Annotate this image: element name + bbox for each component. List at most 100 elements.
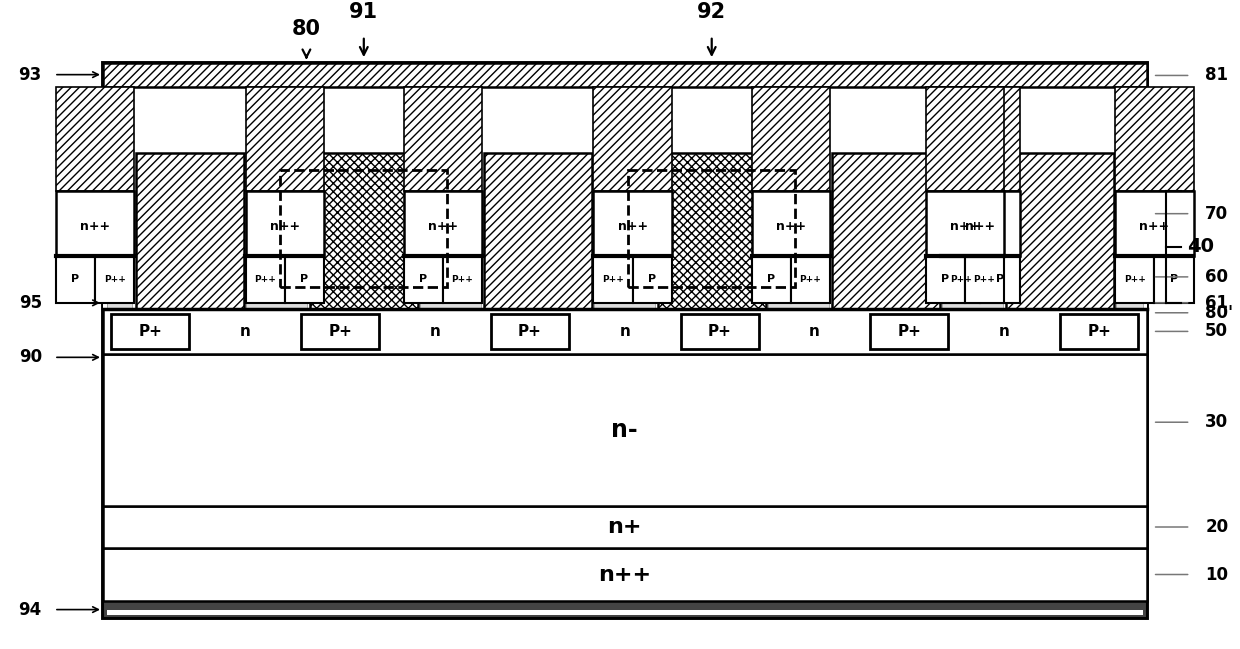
Bar bbox=[103, 548, 1147, 601]
Text: 20: 20 bbox=[1205, 518, 1229, 536]
Text: P+: P+ bbox=[708, 324, 732, 339]
Bar bbox=[751, 256, 791, 303]
Text: P++: P++ bbox=[1123, 275, 1146, 284]
Text: 80': 80' bbox=[1205, 304, 1234, 322]
Bar bbox=[107, 610, 1143, 615]
Bar bbox=[1060, 314, 1138, 349]
Bar bbox=[594, 87, 672, 191]
Bar bbox=[103, 601, 1147, 618]
Text: P+: P+ bbox=[898, 324, 921, 339]
Text: P++: P++ bbox=[254, 275, 277, 284]
Bar bbox=[926, 256, 965, 303]
Bar bbox=[280, 171, 448, 287]
Bar bbox=[926, 191, 1004, 256]
Text: P++: P++ bbox=[451, 275, 474, 284]
Bar bbox=[1154, 256, 1194, 303]
Text: P: P bbox=[941, 275, 950, 284]
Bar bbox=[1115, 191, 1194, 256]
Text: n: n bbox=[808, 324, 820, 339]
Text: n+: n+ bbox=[608, 517, 642, 537]
Text: 80: 80 bbox=[291, 19, 321, 39]
Bar bbox=[136, 153, 244, 309]
Text: 40: 40 bbox=[1187, 238, 1214, 256]
Bar bbox=[941, 191, 1019, 256]
Bar bbox=[941, 87, 1019, 191]
Bar bbox=[942, 297, 1003, 309]
Text: 81: 81 bbox=[1205, 66, 1228, 84]
Bar bbox=[632, 256, 672, 303]
Bar bbox=[491, 314, 569, 349]
Text: 94: 94 bbox=[19, 600, 42, 618]
Bar bbox=[103, 309, 1147, 354]
Bar bbox=[107, 297, 133, 309]
Bar bbox=[594, 297, 656, 309]
Bar bbox=[404, 256, 443, 303]
Text: n++: n++ bbox=[269, 220, 300, 233]
Bar bbox=[246, 256, 285, 303]
Bar bbox=[404, 191, 482, 256]
Text: n++: n++ bbox=[950, 220, 980, 233]
Bar bbox=[103, 354, 1147, 506]
Text: P: P bbox=[1171, 275, 1178, 284]
Bar bbox=[981, 256, 1019, 303]
Bar bbox=[56, 256, 95, 303]
Bar bbox=[768, 297, 830, 309]
Bar bbox=[1006, 153, 1114, 309]
Bar bbox=[420, 297, 481, 309]
Text: 61: 61 bbox=[1205, 294, 1228, 312]
Text: n++: n++ bbox=[598, 565, 651, 585]
Text: 70: 70 bbox=[1205, 204, 1229, 223]
Text: n: n bbox=[239, 324, 250, 339]
Text: n++: n++ bbox=[618, 220, 647, 233]
Text: 91: 91 bbox=[350, 2, 378, 22]
Text: P: P bbox=[300, 275, 309, 284]
Bar bbox=[965, 256, 1004, 303]
Text: n++: n++ bbox=[966, 220, 996, 233]
Text: P: P bbox=[419, 275, 428, 284]
Text: n: n bbox=[429, 324, 440, 339]
Bar bbox=[285, 256, 324, 303]
Bar bbox=[1116, 297, 1143, 309]
Bar bbox=[942, 297, 1003, 309]
Bar bbox=[107, 297, 133, 309]
Text: n++: n++ bbox=[1140, 220, 1169, 233]
Text: P++: P++ bbox=[950, 275, 972, 284]
Bar bbox=[310, 153, 418, 309]
Bar bbox=[629, 171, 795, 287]
Bar bbox=[247, 297, 308, 309]
Text: 10: 10 bbox=[1205, 565, 1228, 583]
Text: n: n bbox=[999, 324, 1009, 339]
Bar bbox=[112, 314, 190, 349]
Text: n++: n++ bbox=[81, 220, 110, 233]
Bar bbox=[768, 297, 830, 309]
Bar bbox=[95, 256, 134, 303]
Bar bbox=[420, 297, 481, 309]
Bar bbox=[1115, 256, 1154, 303]
Bar bbox=[246, 87, 324, 191]
Bar bbox=[404, 87, 482, 191]
Bar bbox=[443, 256, 482, 303]
Text: P: P bbox=[768, 275, 775, 284]
Bar bbox=[103, 62, 1147, 87]
Bar bbox=[751, 191, 830, 256]
Bar bbox=[870, 314, 949, 349]
Bar bbox=[56, 191, 134, 256]
Text: 50: 50 bbox=[1205, 323, 1228, 341]
Bar bbox=[1116, 297, 1143, 309]
Bar bbox=[681, 314, 759, 349]
Text: n++: n++ bbox=[776, 220, 806, 233]
Bar bbox=[594, 297, 656, 309]
Text: P: P bbox=[996, 275, 1004, 284]
Bar bbox=[832, 153, 940, 309]
Text: P+: P+ bbox=[1087, 324, 1111, 339]
Bar bbox=[594, 191, 672, 256]
Text: 93: 93 bbox=[19, 66, 42, 84]
Bar bbox=[1115, 87, 1194, 191]
Text: n-: n- bbox=[611, 418, 639, 442]
Bar bbox=[246, 191, 324, 256]
Text: n: n bbox=[619, 324, 630, 339]
Text: 90: 90 bbox=[19, 349, 42, 366]
Bar bbox=[103, 62, 1147, 618]
Text: n++: n++ bbox=[428, 220, 458, 233]
Text: P++: P++ bbox=[800, 275, 821, 284]
